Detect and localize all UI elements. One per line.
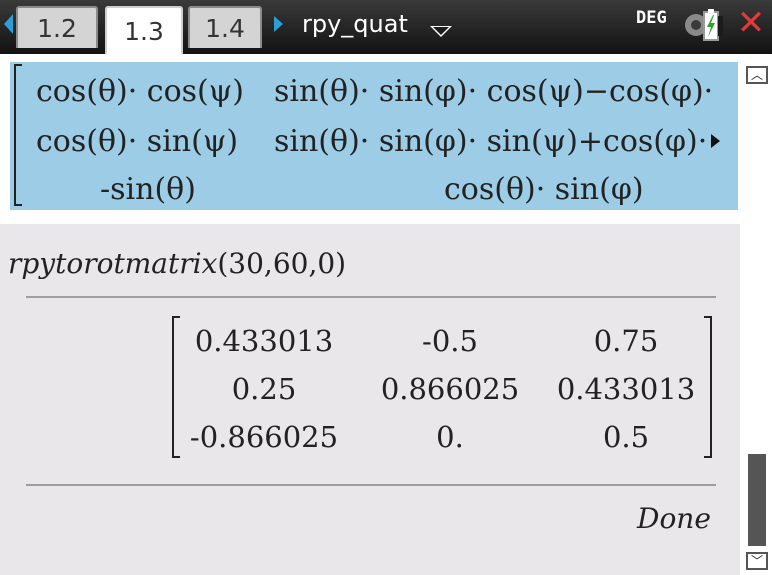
scroll-down-icon[interactable]: ﹀	[746, 552, 768, 570]
result-cell-r3c2: 0.	[436, 420, 464, 454]
matrix-cell-r2c2: sin(θ)· sin(φ)· sin(ψ)+cos(φ)·	[274, 124, 708, 159]
matrix-bracket-left	[14, 64, 22, 206]
expand-right-icon[interactable]	[711, 134, 720, 148]
nav-left-icon[interactable]	[4, 14, 13, 34]
scroll-thumb[interactable]	[748, 454, 766, 546]
command-args: (30,60,0)	[217, 247, 347, 280]
selected-matrix-result[interactable]	[10, 62, 738, 210]
calculator-history[interactable]: cos(θ)· cos(ψ) sin(θ)· sin(φ)· cos(ψ)−co…	[0, 54, 740, 575]
result-cell-r1c2: -0.5	[422, 324, 478, 358]
close-icon[interactable]: ✕	[736, 3, 766, 43]
last-output: Done	[637, 502, 711, 535]
tab-label: 1.3	[124, 16, 164, 46]
result-cell-r3c3: 0.5	[602, 420, 650, 454]
matrix-cell-r2c1: cos(θ)· sin(ψ)	[36, 124, 239, 159]
scroll-track[interactable]	[748, 88, 766, 548]
tab-1-3[interactable]: 1.3	[105, 6, 183, 54]
scroll-up-icon[interactable]: ︿	[746, 66, 768, 84]
dropdown-caret-icon[interactable]	[430, 26, 452, 37]
command-name: rpytorotmatrix	[8, 247, 218, 280]
result-cell-r1c1: 0.433013	[194, 324, 334, 358]
entry-divider	[26, 296, 716, 298]
result-bracket-left	[172, 316, 180, 458]
top-bar: 1.2 1.3 1.4 rpy_quat DEG ✕	[0, 0, 772, 54]
tab-label: 1.4	[205, 13, 245, 43]
matrix-cell-r3c2: cos(θ)· sin(φ)	[444, 172, 644, 207]
scrollbar[interactable]: ︿ ﹀	[740, 54, 772, 575]
matrix-cell-r3c1: -sin(θ)	[100, 172, 196, 207]
entry-divider	[26, 484, 716, 486]
result-cell-r1c3: 0.75	[593, 324, 659, 358]
matrix-cell-r1c1: cos(θ)· cos(ψ)	[36, 74, 244, 109]
battery-icon	[685, 9, 723, 41]
nav-right-icon[interactable]	[274, 16, 283, 32]
matrix-cell-r1c2: sin(θ)· sin(φ)· cos(ψ)−cos(φ)·	[274, 74, 714, 109]
result-cell-r2c3: 0.433013	[556, 372, 696, 406]
command-entry[interactable]: rpytorotmatrix(30,60,0)	[8, 247, 346, 280]
result-cell-r3c1: -0.866025	[189, 420, 339, 454]
tab-label: 1.2	[37, 13, 77, 43]
tab-1-4[interactable]: 1.4	[188, 6, 262, 48]
result-cell-r2c1: 0.25	[231, 372, 297, 406]
angle-mode-indicator: DEG	[636, 8, 667, 28]
result-bracket-right	[704, 316, 712, 458]
tab-1-2[interactable]: 1.2	[16, 6, 98, 48]
result-cell-r2c2: 0.866025	[380, 372, 520, 406]
document-name[interactable]: rpy_quat	[302, 10, 408, 38]
